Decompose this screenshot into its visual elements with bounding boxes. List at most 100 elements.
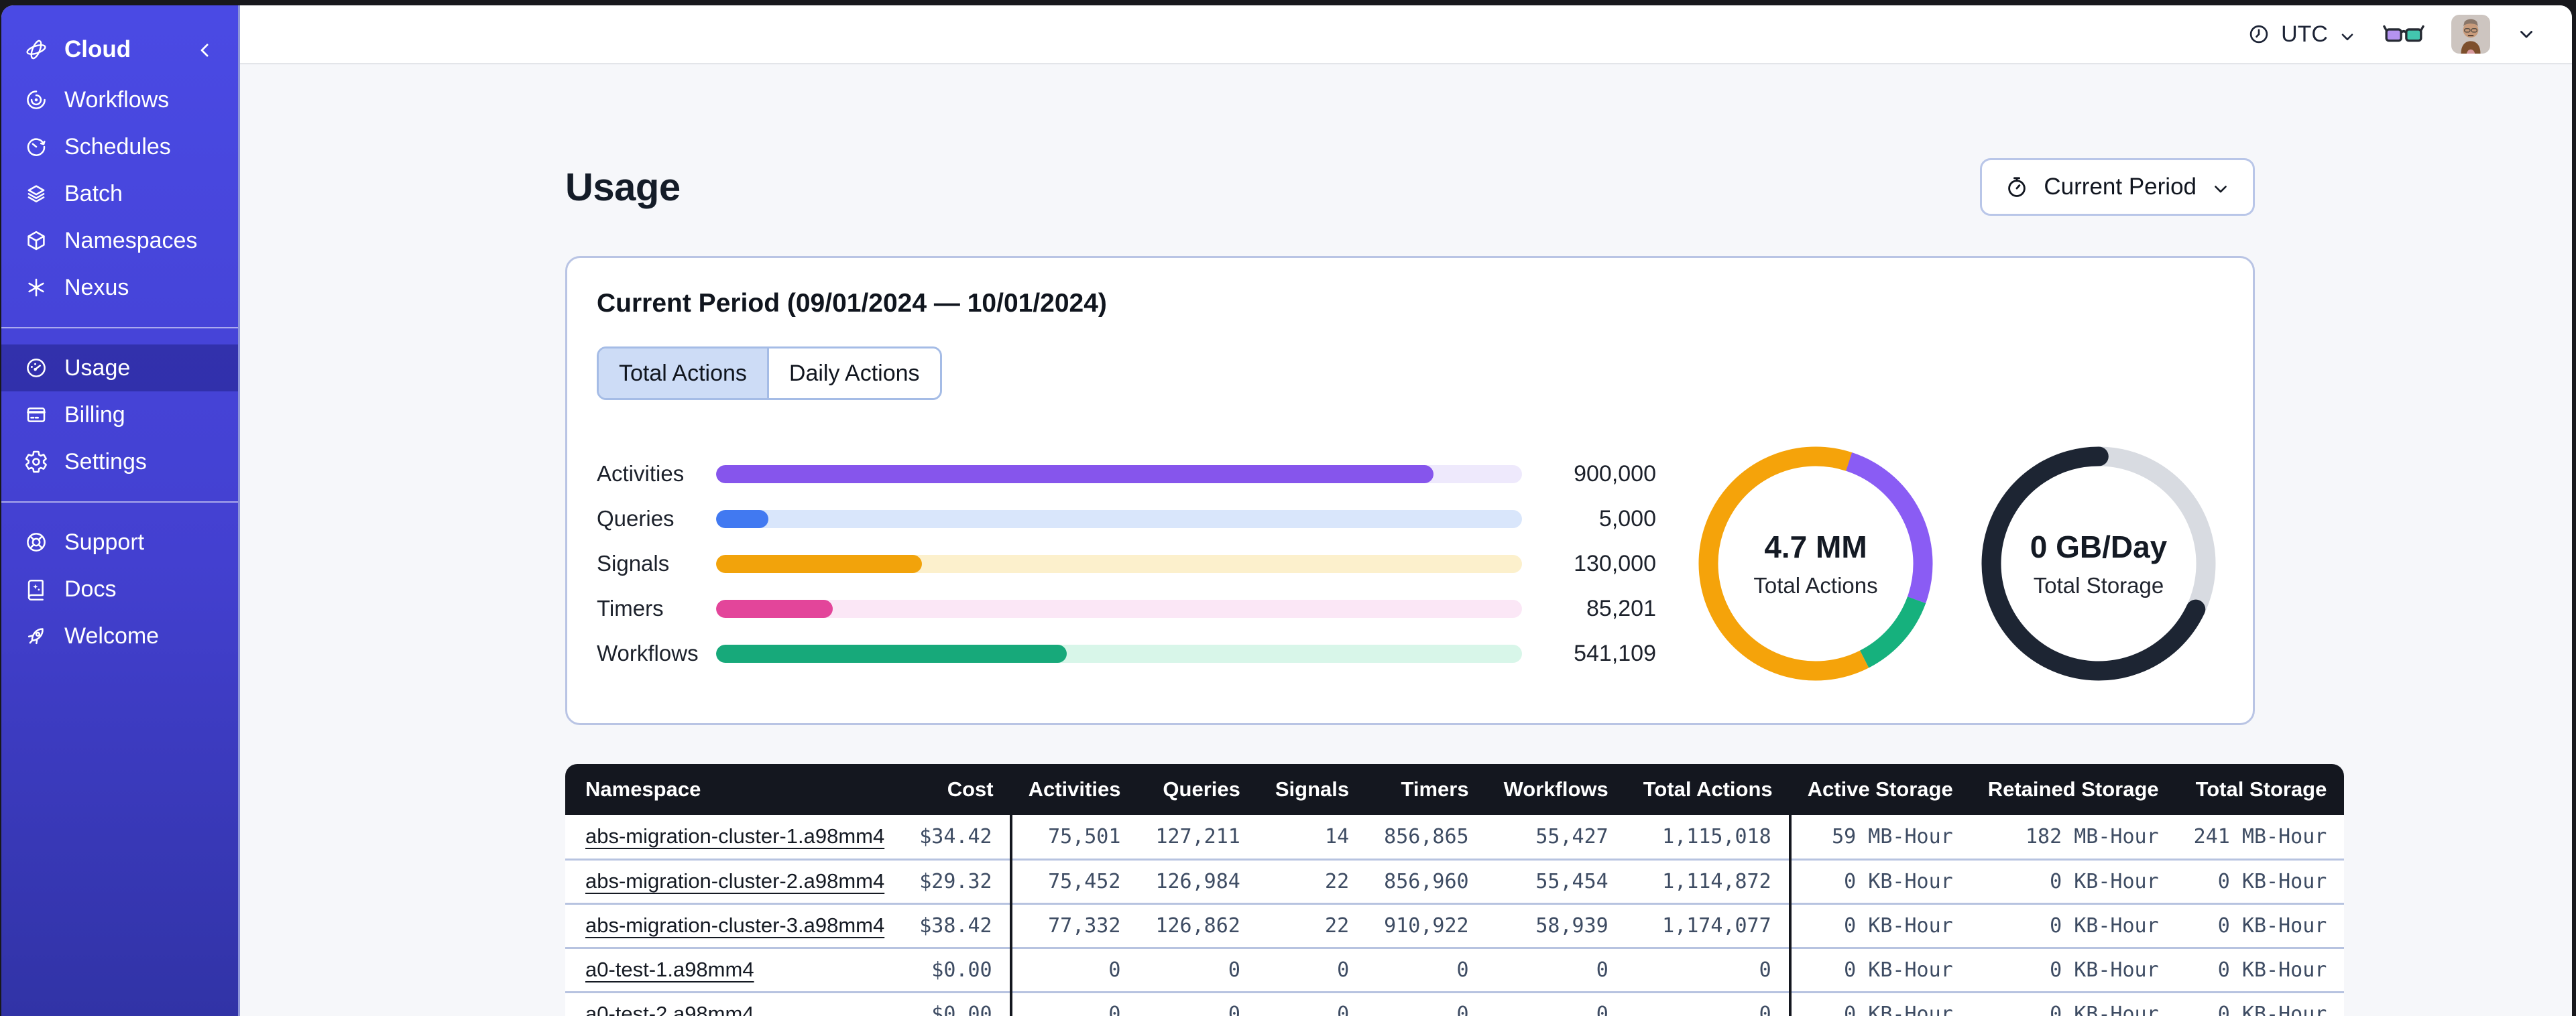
action-type-bar-chart: Activities 900,000 Queries 5,000 Signals 130,…	[597, 461, 1656, 666]
workflows-icon	[24, 88, 48, 112]
welcome-icon	[24, 624, 48, 648]
namespace-link[interactable]: a0-test-2.a98mm4	[585, 1002, 754, 1016]
bar-value: 5,000	[1598, 505, 1656, 531]
cell-signals: 0	[1257, 991, 1367, 1016]
column-header-signals: Signals	[1257, 764, 1367, 815]
cell-cost: $29.32	[902, 858, 1011, 903]
cell-active-storage: 0 KB-Hour	[1788, 946, 1971, 992]
sidebar-item-schedules[interactable]: Schedules	[1, 123, 238, 170]
namespace-link[interactable]: abs-migration-cluster-1.a98mm4	[585, 824, 885, 848]
column-header-queries: Queries	[1138, 764, 1258, 815]
cell-activities: 0	[1009, 991, 1138, 1016]
cell-cost: $38.42	[902, 902, 1011, 948]
cell-retained-storage: 0 KB-Hour	[1970, 991, 2176, 1016]
feedback-glasses-icon[interactable]	[2383, 21, 2424, 48]
namespace-link[interactable]: abs-migration-cluster-2.a98mm4	[585, 869, 885, 893]
column-header-namespace: Namespace	[565, 764, 902, 815]
actions-tabs: Total Actions Daily Actions	[597, 346, 942, 400]
donut-value: 4.7 MM	[1764, 529, 1867, 564]
timezone-label: UTC	[2281, 21, 2328, 47]
app-window: Cloud Workflows Schedules Batch Namespaces N…	[1, 5, 2572, 1016]
sidebar-item-workflows[interactable]: Workflows	[1, 76, 238, 123]
table-row: abs-migration-cluster-3.a98mm4 $38.42 77,3…	[565, 902, 2345, 948]
sidebar-divider	[1, 501, 238, 503]
sidebar-item-billing[interactable]: Billing	[1, 391, 238, 438]
donut-label: Total Actions	[1753, 573, 1878, 598]
billing-icon	[24, 403, 48, 427]
bar-label: Activities	[597, 461, 685, 486]
sidebar-item-welcome[interactable]: Welcome	[1, 613, 238, 659]
table-row: a0-test-1.a98mm4 $0.00 0 0 0 0 0 0 0 KB-Hour 0 KB…	[565, 946, 2345, 992]
cell-total-actions: 0	[1625, 991, 1790, 1016]
sidebar-item-label: Settings	[64, 448, 147, 474]
cell-workflows: 55,427	[1486, 815, 1626, 859]
sidebar-item-nexus[interactable]: Nexus	[1, 264, 238, 311]
cell-active-storage: 59 MB-Hour	[1788, 815, 1971, 859]
sidebar-item-usage[interactable]: Usage	[1, 344, 238, 391]
cell-total-actions: 0	[1625, 946, 1790, 992]
sidebar-item-docs[interactable]: Docs	[1, 566, 238, 613]
schedules-icon	[24, 135, 48, 159]
bar-fill	[716, 509, 769, 528]
donut-total-storage: 0 GB/Day Total Storage	[1979, 444, 2218, 683]
account-menu-chevron-icon[interactable]	[2517, 25, 2536, 44]
bar-value: 900,000	[1574, 460, 1656, 487]
bar-value: 130,000	[1574, 550, 1656, 576]
cell-signals: 22	[1257, 858, 1367, 903]
cell-total-actions: 1,115,018	[1625, 815, 1790, 859]
bar-label: Timers	[597, 596, 664, 621]
cell-activities: 77,332	[1009, 902, 1138, 948]
period-select-button[interactable]: Current Period	[1980, 158, 2255, 216]
table-row: abs-migration-cluster-1.a98mm4 $34.42 75,5…	[565, 815, 2345, 859]
cell-queries: 126,862	[1138, 902, 1258, 948]
bar-track	[716, 599, 1522, 618]
sidebar-collapse-button[interactable]	[195, 40, 215, 60]
tab-daily-actions[interactable]: Daily Actions	[766, 348, 940, 398]
user-avatar[interactable]	[2451, 15, 2490, 54]
nexus-icon	[24, 275, 48, 300]
sidebar-item-label: Schedules	[64, 133, 171, 160]
chevron-down-icon	[2211, 178, 2230, 196]
column-header-cost: Cost	[902, 764, 1011, 815]
cell-retained-storage: 0 KB-Hour	[1970, 858, 2176, 903]
cell-timers: 910,922	[1366, 902, 1486, 948]
sidebar-divider	[1, 327, 238, 328]
cell-total-storage: 0 KB-Hour	[2176, 858, 2345, 903]
sidebar-item-namespaces[interactable]: Namespaces	[1, 217, 238, 264]
period-select-label: Current Period	[2044, 174, 2197, 200]
column-header-activities: Activities	[1010, 764, 1138, 815]
bar-fill	[716, 554, 922, 573]
namespaces-icon	[24, 229, 48, 253]
cell-cost: $0.00	[902, 991, 1011, 1016]
cell-total-storage: 241 MB-Hour	[2176, 815, 2345, 859]
cell-retained-storage: 182 MB-Hour	[1970, 815, 2176, 859]
cell-timers: 856,960	[1366, 858, 1486, 903]
namespace-link[interactable]: a0-test-1.a98mm4	[585, 958, 754, 981]
sidebar-item-support[interactable]: Support	[1, 519, 238, 566]
bar-label: Signals	[597, 551, 670, 576]
namespace-usage-table: Namespace Cost Activities Queries Signals Tim…	[565, 764, 2345, 1016]
sidebar-item-batch[interactable]: Batch	[1, 170, 238, 217]
column-header-timers: Timers	[1366, 764, 1486, 815]
bar-label: Workflows	[597, 641, 699, 665]
namespace-link[interactable]: abs-migration-cluster-3.a98mm4	[585, 913, 885, 937]
sidebar-item-label: Usage	[64, 355, 131, 381]
timezone-picker[interactable]: UTC	[2247, 21, 2356, 48]
cell-activities: 0	[1009, 946, 1138, 992]
bar-track	[716, 464, 1522, 483]
content: Usage Current Period Cu	[240, 64, 2572, 1016]
bar-fill	[716, 599, 833, 618]
page-title: Usage	[565, 165, 681, 209]
bar-row-queries: Queries 5,000	[597, 506, 1656, 531]
stopwatch-icon	[2005, 175, 2029, 199]
cell-activities: 75,452	[1009, 858, 1138, 903]
cell-active-storage: 0 KB-Hour	[1788, 991, 1971, 1016]
card-title: Current Period (09/01/2024 — 10/01/2024)	[597, 289, 1107, 318]
sidebar-item-settings[interactable]: Settings	[1, 438, 238, 485]
main-area: UTC	[240, 5, 2572, 1016]
totals-donut-charts: 4.7 MM Total Actions 0 GB/Day Total Storage	[1696, 444, 2218, 683]
tab-total-actions[interactable]: Total Actions	[599, 348, 767, 398]
clock-icon	[2247, 23, 2270, 46]
cell-workflows: 55,454	[1486, 858, 1626, 903]
topbar: UTC	[240, 5, 2572, 64]
